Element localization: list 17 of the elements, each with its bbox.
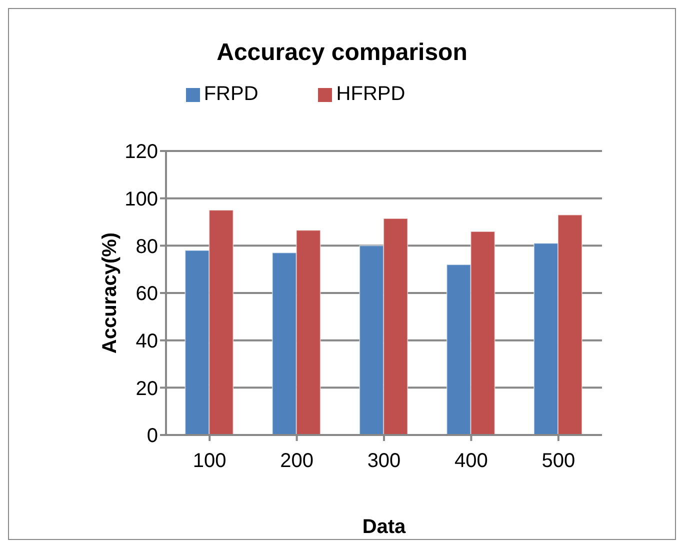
y-tick-label: 20 [136, 378, 158, 400]
x-tick-label: 300 [367, 450, 401, 472]
y-tick-label: 60 [136, 283, 158, 306]
legend-label: HFRPD [336, 83, 406, 105]
x-tick-label: 500 [542, 450, 576, 472]
y-tick-label: 40 [136, 330, 158, 352]
y-axis-title: Accuracy(%) [99, 232, 122, 354]
x-tick-label: 200 [280, 450, 314, 472]
y-tick-label: 0 [146, 425, 158, 448]
y-tick-label: 80 [136, 236, 158, 258]
y-tick-label: 100 [124, 188, 158, 210]
x-axis-title: Data [362, 516, 407, 538]
x-tick-label: 100 [192, 450, 226, 472]
x-tick-label: 400 [454, 450, 488, 472]
chart-title: Accuracy comparison [216, 39, 468, 67]
y-tick-label: 120 [124, 141, 158, 164]
legend-label: FRPD [204, 83, 258, 105]
